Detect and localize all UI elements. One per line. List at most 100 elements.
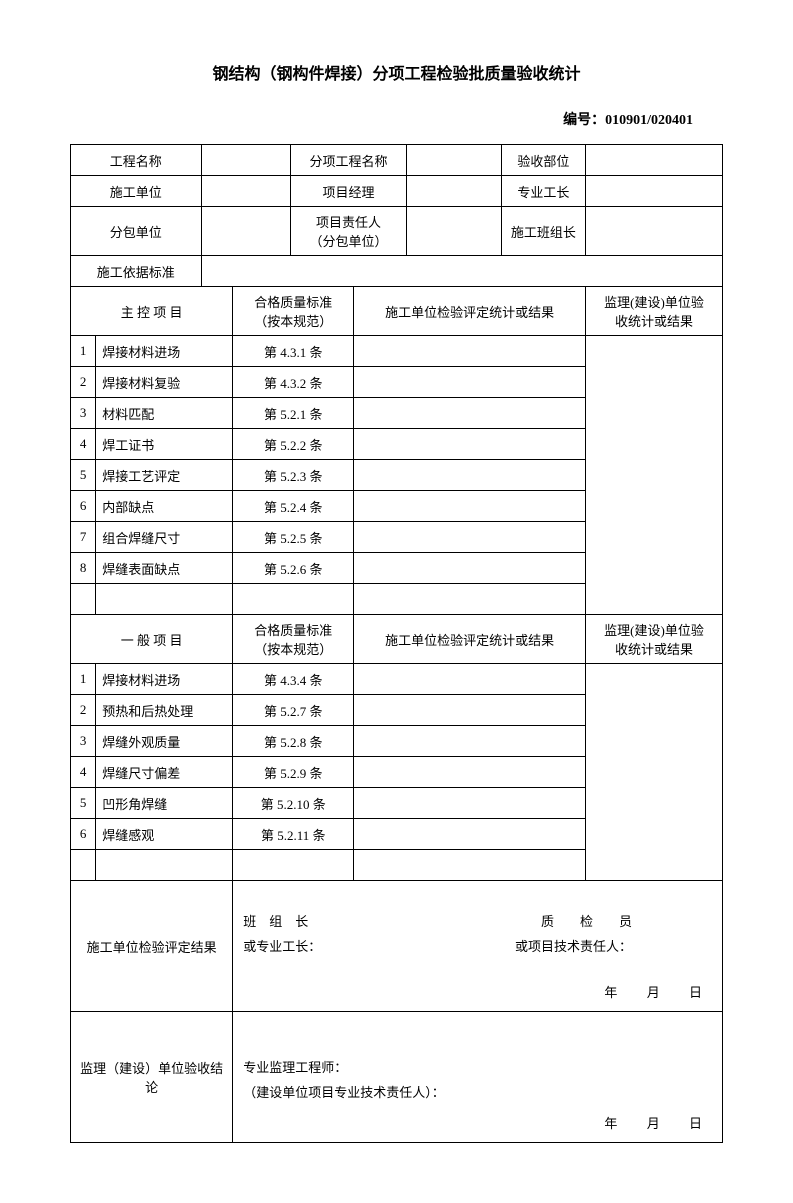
construction-signature-block: 班 组 长 质 检 员 或专业工长： 或项目技术责任人： 年 月 日 (233, 881, 723, 1012)
item-std: 第 4.3.2 条 (233, 367, 354, 398)
label-supervision-engineer: 专业监理工程师： (243, 1057, 712, 1076)
item-result (354, 695, 586, 726)
item-num: 8 (71, 553, 96, 584)
item-num (71, 584, 96, 615)
item-result (354, 553, 586, 584)
item-num: 6 (71, 819, 96, 850)
label-supervision-sub: （建设单位项目专业技术责任人）： (243, 1082, 712, 1101)
item-name: 内部缺点 (96, 491, 233, 522)
item-name: 焊接工艺评定 (96, 460, 233, 491)
item-std: 第 5.2.4 条 (233, 491, 354, 522)
header-row-2: 施工单位 项目经理 专业工长 (71, 176, 723, 207)
item-std: 第 5.2.6 条 (233, 553, 354, 584)
item-name: 材料匹配 (96, 398, 233, 429)
date-line-1: 年 月 日 (604, 982, 702, 1001)
supervision-result2-line2: 收统计或结果 (592, 639, 716, 658)
item-name: 焊缝外观质量 (96, 726, 233, 757)
date-line-2: 年 月 日 (604, 1113, 702, 1132)
quality-std2-line2: （按本规范） (239, 639, 347, 658)
label-subcontractor: 分包单位 (71, 207, 202, 256)
item-std: 第 5.2.7 条 (233, 695, 354, 726)
item-std: 第 5.2.1 条 (233, 398, 354, 429)
item-name: 焊缝感观 (96, 819, 233, 850)
label-or-foreman: 或专业工长： (243, 936, 321, 955)
main-table: 工程名称 分项工程名称 验收部位 施工单位 项目经理 专业工长 分包单位 项目责… (70, 144, 723, 1143)
item-std: 第 4.3.4 条 (233, 664, 354, 695)
item-num: 5 (71, 788, 96, 819)
year-label: 年 (604, 985, 617, 1000)
item-name (96, 850, 233, 881)
item-num: 3 (71, 726, 96, 757)
doc-number-value: 010901/020401 (605, 113, 693, 128)
item-name: 焊接材料复验 (96, 367, 233, 398)
main-supervision-cell (586, 336, 723, 615)
item-num: 2 (71, 695, 96, 726)
supervision-result-line1: 监理(建设)单位验 (592, 292, 716, 311)
item-std: 第 5.2.3 条 (233, 460, 354, 491)
item-num: 6 (71, 491, 96, 522)
label-construction-unit: 施工单位 (71, 176, 202, 207)
label-project-name: 工程名称 (71, 145, 202, 176)
section-general-header: 一 般 项 目 合格质量标准 （按本规范） 施工单位检验评定统计或结果 监理(建… (71, 615, 723, 664)
label-team-leader: 施工班组长 (501, 207, 585, 256)
day-label: 日 (689, 1116, 702, 1131)
item-result (354, 367, 586, 398)
supervision-conclusion-line1: 监理（建设）单位验收结 (77, 1058, 226, 1077)
supervision-conclusion-line2: 论 (77, 1077, 226, 1096)
quality-std2-line1: 合格质量标准 (239, 620, 347, 639)
value-project-manager (406, 176, 501, 207)
item-result (354, 850, 586, 881)
item-name: 组合焊缝尺寸 (96, 522, 233, 553)
label-sub-project: 分项工程名称 (291, 145, 407, 176)
item-result (354, 398, 586, 429)
item-std: 第 4.3.1 条 (233, 336, 354, 367)
section-main-header: 主 控 项 目 合格质量标准 （按本规范） 施工单位检验评定统计或结果 监理(建… (71, 287, 723, 336)
value-foreman (586, 176, 723, 207)
general-item-row: 1 焊接材料进场 第 4.3.4 条 (71, 664, 723, 695)
item-result (354, 584, 586, 615)
item-result (354, 491, 586, 522)
value-team-leader (586, 207, 723, 256)
item-num: 2 (71, 367, 96, 398)
item-num: 4 (71, 757, 96, 788)
supervision-signature-block: 专业监理工程师： （建设单位项目专业技术责任人）： 年 月 日 (233, 1012, 723, 1143)
item-result (354, 757, 586, 788)
item-std: 第 5.2.11 条 (233, 819, 354, 850)
main-item-row: 1 焊接材料进场 第 4.3.1 条 (71, 336, 723, 367)
header-row-4: 施工依据标准 (71, 256, 723, 287)
label-supervision-result: 监理(建设)单位验 收统计或结果 (586, 287, 723, 336)
month-label: 月 (647, 985, 660, 1000)
item-std: 第 5.2.8 条 (233, 726, 354, 757)
signature-row-1: 施工单位检验评定结果 班 组 长 质 检 员 或专业工长： 或项目技术责任人： … (71, 881, 723, 1012)
item-name: 焊接材料进场 (96, 664, 233, 695)
supervision-result-line2: 收统计或结果 (592, 311, 716, 330)
item-name: 焊缝表面缺点 (96, 553, 233, 584)
value-subcontractor (201, 207, 291, 256)
value-construction-unit (201, 176, 291, 207)
item-std: 第 5.2.5 条 (233, 522, 354, 553)
value-project-name (201, 145, 291, 176)
item-name (96, 584, 233, 615)
value-basis-standard (201, 256, 722, 287)
item-result (354, 726, 586, 757)
day-label: 日 (689, 985, 702, 1000)
label-supervision-conclusion: 监理（建设）单位验收结 论 (71, 1012, 233, 1143)
item-num: 3 (71, 398, 96, 429)
item-result (354, 460, 586, 491)
general-supervision-cell (586, 664, 723, 881)
item-num: 4 (71, 429, 96, 460)
item-result (354, 788, 586, 819)
year-label: 年 (604, 1116, 617, 1131)
label-main-items: 主 控 项 目 (71, 287, 233, 336)
item-name: 焊缝尺寸偏差 (96, 757, 233, 788)
item-std: 第 5.2.9 条 (233, 757, 354, 788)
header-row-1: 工程名称 分项工程名称 验收部位 (71, 145, 723, 176)
item-std (233, 850, 354, 881)
month-label: 月 (647, 1116, 660, 1131)
value-project-leader (406, 207, 501, 256)
project-leader-line1: 项目责任人 (297, 212, 400, 231)
project-leader-line2: （分包单位） (297, 231, 400, 250)
item-result (354, 336, 586, 367)
item-name: 凹形角焊缝 (96, 788, 233, 819)
item-result (354, 522, 586, 553)
